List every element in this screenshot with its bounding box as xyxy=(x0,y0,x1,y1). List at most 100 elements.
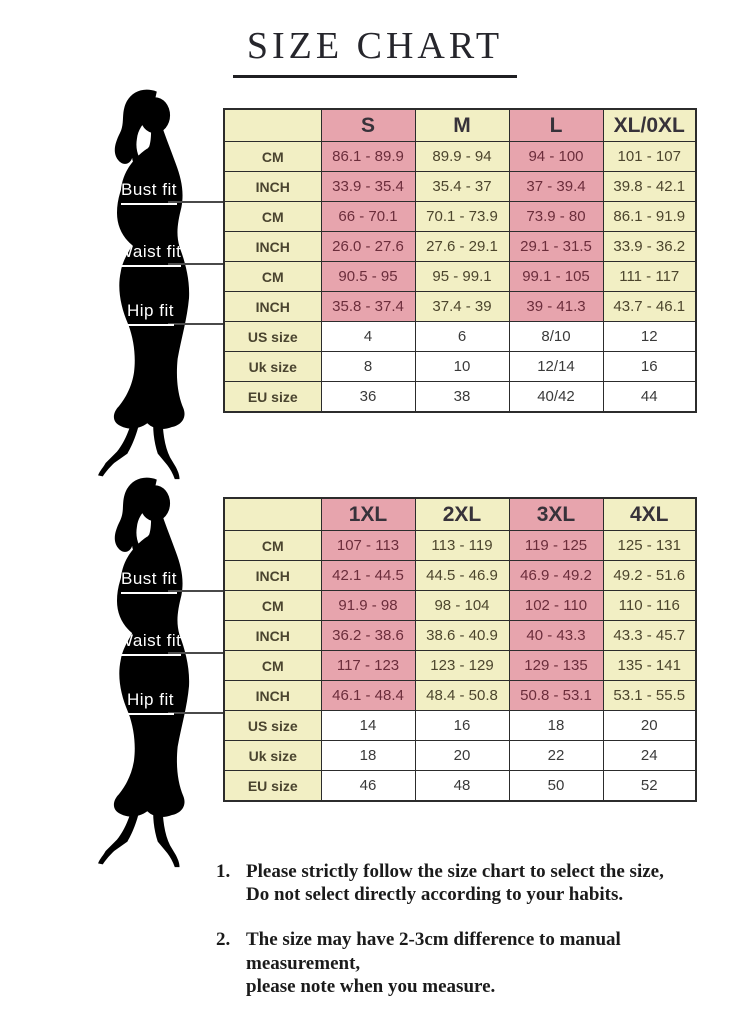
value-cell: 38.6 - 40.9 xyxy=(414,620,510,651)
value-cell: 113 - 119 xyxy=(414,530,510,561)
value-cell: 49.2 - 51.6 xyxy=(602,560,697,591)
value-cell: 46 xyxy=(320,770,416,802)
value-cell: 44.5 - 46.9 xyxy=(414,560,510,591)
value-cell: 129 - 135 xyxy=(508,650,604,681)
row-label: Uk size xyxy=(223,351,322,382)
value-cell: 20 xyxy=(602,710,697,741)
value-cell: 86.1 - 91.9 xyxy=(602,201,697,232)
bust-fit-label-2: Bust fit xyxy=(121,569,177,594)
size-table-2: 1XL 2XL 3XL 4XL CM 107 - 113 113 - 119 119 - 12… xyxy=(223,497,697,802)
table-row: CM 90.5 - 95 95 - 99.1 99.1 - 105 111 - 117 xyxy=(223,261,697,292)
value-cell: 27.6 - 29.1 xyxy=(414,231,510,262)
model-silhouette-1 xyxy=(74,84,232,482)
value-cell: 8 xyxy=(320,351,416,382)
value-cell: 95 - 99.1 xyxy=(414,261,510,292)
row-label: CM xyxy=(223,141,322,172)
value-cell: 43.3 - 45.7 xyxy=(602,620,697,651)
value-cell: 42.1 - 44.5 xyxy=(320,560,416,591)
value-cell: 33.9 - 35.4 xyxy=(320,171,416,202)
value-cell: 22 xyxy=(508,740,604,771)
waist-fit-label-1: Waist fit xyxy=(117,242,182,267)
leader-line-waist-1 xyxy=(168,263,223,265)
value-cell: 12 xyxy=(602,321,697,352)
value-cell: 86.1 - 89.9 xyxy=(320,141,416,172)
value-cell: 40/42 xyxy=(508,381,604,413)
value-cell: 89.9 - 94 xyxy=(414,141,510,172)
value-cell: 16 xyxy=(602,351,697,382)
leader-line-hip-2 xyxy=(168,712,223,714)
value-cell: 33.9 - 36.2 xyxy=(602,231,697,262)
value-cell: 37.4 - 39 xyxy=(414,291,510,322)
table-row: EU size 36 38 40/42 44 xyxy=(223,381,697,413)
value-cell: 39.8 - 42.1 xyxy=(602,171,697,202)
page-title: SIZE CHART xyxy=(232,24,518,78)
value-cell: 10 xyxy=(414,351,510,382)
row-label: INCH xyxy=(223,171,322,202)
value-cell: 135 - 141 xyxy=(602,650,697,681)
value-cell: 4 xyxy=(320,321,416,352)
value-cell: 44 xyxy=(602,381,697,413)
value-cell: 107 - 113 xyxy=(320,530,416,561)
leader-line-bust-1 xyxy=(168,201,223,203)
value-cell: 35.4 - 37 xyxy=(414,171,510,202)
size-column-header: 4XL xyxy=(602,497,697,531)
row-label: CM xyxy=(223,590,322,621)
row-label: INCH xyxy=(223,560,322,591)
note-line: please note when you measure. xyxy=(246,975,496,997)
value-cell: 52 xyxy=(602,770,697,802)
table-row: CM 107 - 113 113 - 119 119 - 125 125 - 131 xyxy=(223,530,697,561)
table-row: INCH 35.8 - 37.4 37.4 - 39 39 - 41.3 43.7 - … xyxy=(223,291,697,322)
value-cell: 24 xyxy=(602,740,697,771)
row-label: INCH xyxy=(223,620,322,651)
note-line: The size may have 2-3cm difference to ma… xyxy=(246,929,621,974)
value-cell: 46.1 - 48.4 xyxy=(320,680,416,711)
value-cell: 12/14 xyxy=(508,351,604,382)
value-cell: 8/10 xyxy=(508,321,604,352)
table-row: INCH 46.1 - 48.4 48.4 - 50.8 50.8 - 53.1 53.… xyxy=(223,680,697,711)
value-cell: 73.9 - 80 xyxy=(508,201,604,232)
row-label: CM xyxy=(223,261,322,292)
value-cell: 14 xyxy=(320,710,416,741)
row-label: CM xyxy=(223,650,322,681)
row-label: EU size xyxy=(223,770,322,802)
size-column-header: 3XL xyxy=(508,497,604,531)
value-cell: 125 - 131 xyxy=(602,530,697,561)
value-cell: 123 - 129 xyxy=(414,650,510,681)
table-row: INCH 42.1 - 44.5 44.5 - 46.9 46.9 - 49.2 49.… xyxy=(223,560,697,591)
value-cell: 46.9 - 49.2 xyxy=(508,560,604,591)
value-cell: 50.8 - 53.1 xyxy=(508,680,604,711)
note-item-2: 2. The size may have 2-3cm difference to… xyxy=(216,928,736,998)
size-column-header: S xyxy=(320,108,416,142)
value-cell: 26.0 - 27.6 xyxy=(320,231,416,262)
value-cell: 18 xyxy=(320,740,416,771)
row-label: US size xyxy=(223,321,322,352)
size-column-header: M xyxy=(414,108,510,142)
leader-line-bust-2 xyxy=(168,590,223,592)
note-text: The size may have 2-3cm difference to ma… xyxy=(246,928,736,998)
value-cell: 98 - 104 xyxy=(414,590,510,621)
note-number: 1. xyxy=(216,861,231,882)
value-cell: 29.1 - 31.5 xyxy=(508,231,604,262)
corner-cell xyxy=(223,497,322,531)
value-cell: 20 xyxy=(414,740,510,771)
table-row: INCH 26.0 - 27.6 27.6 - 29.1 29.1 - 31.5 33.… xyxy=(223,231,697,262)
notes-section: 1. Please strictly follow the size chart… xyxy=(216,860,736,1020)
value-cell: 102 - 110 xyxy=(508,590,604,621)
row-label: Uk size xyxy=(223,740,322,771)
value-cell: 53.1 - 55.5 xyxy=(602,680,697,711)
value-cell: 37 - 39.4 xyxy=(508,171,604,202)
value-cell: 38 xyxy=(414,381,510,413)
value-cell: 18 xyxy=(508,710,604,741)
table-row: US size 4 6 8/10 12 xyxy=(223,321,697,352)
table-row: CM 91.9 - 98 98 - 104 102 - 110 110 - 116 xyxy=(223,590,697,621)
leader-line-waist-2 xyxy=(168,652,223,654)
table-row: US size 14 16 18 20 xyxy=(223,710,697,741)
note-item-1: 1. Please strictly follow the size chart… xyxy=(216,860,736,906)
value-cell: 94 - 100 xyxy=(508,141,604,172)
value-cell: 36.2 - 38.6 xyxy=(320,620,416,651)
row-label: CM xyxy=(223,201,322,232)
table-row: CM 117 - 123 123 - 129 129 - 135 135 - 141 xyxy=(223,650,697,681)
value-cell: 6 xyxy=(414,321,510,352)
table-row: CM 66 - 70.1 70.1 - 73.9 73.9 - 80 86.1 - 91… xyxy=(223,201,697,232)
value-cell: 101 - 107 xyxy=(602,141,697,172)
